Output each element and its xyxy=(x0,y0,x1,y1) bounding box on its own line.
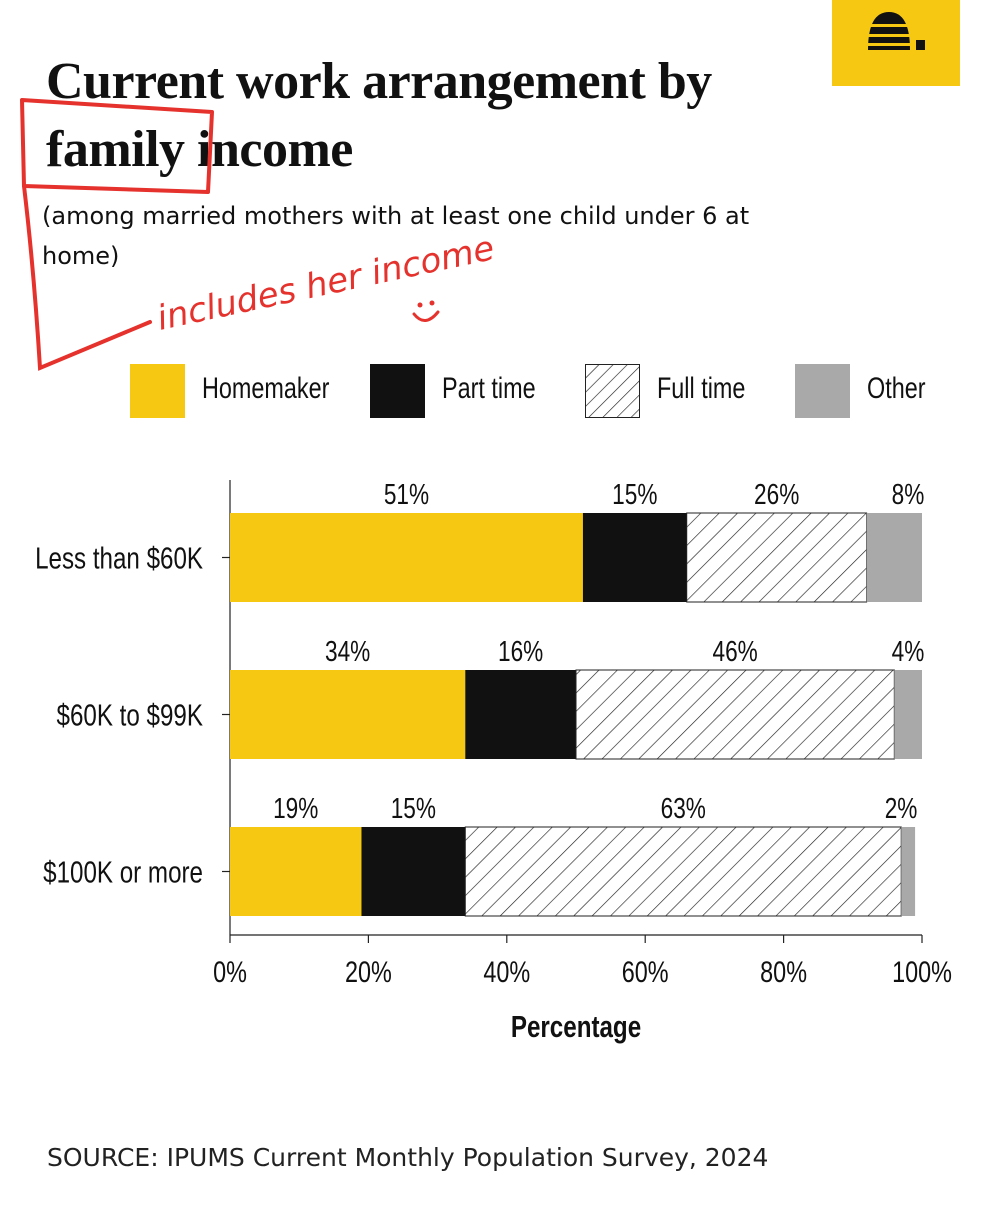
category-label-100k-or-more: $100K or more xyxy=(43,855,203,890)
bar-other xyxy=(901,827,916,916)
x-tick-label: 60% xyxy=(622,955,669,988)
category-label-less-than-60k: Less than $60K xyxy=(35,541,203,576)
legend: Homemaker Part time Full time Other xyxy=(130,362,950,422)
category-label-60k-to-99k: $60K to $99K xyxy=(57,698,204,733)
legend-label-other: Other xyxy=(867,372,926,405)
bar-homemaker xyxy=(230,827,362,916)
data-label: 19% xyxy=(273,791,318,824)
legend-label-part-time: Part time xyxy=(442,372,536,405)
data-label: 15% xyxy=(612,477,657,510)
data-label: 15% xyxy=(391,791,436,824)
legend-swatch-part-time xyxy=(370,364,425,418)
data-label: 16% xyxy=(498,634,543,667)
beehive-icon xyxy=(868,12,925,50)
source-note: SOURCE: IPUMS Current Monthly Population… xyxy=(47,1143,769,1172)
x-tick-label: 80% xyxy=(760,955,807,988)
bar-full-time xyxy=(686,512,868,603)
data-label: 46% xyxy=(713,634,758,667)
bar-full-time xyxy=(464,826,902,917)
bar-homemaker xyxy=(230,513,583,602)
data-label: 2% xyxy=(885,791,918,824)
data-label: 34% xyxy=(325,634,370,667)
bar-part-time xyxy=(582,513,687,602)
bar-other xyxy=(894,670,922,759)
data-label: 26% xyxy=(754,477,799,510)
data-label: 8% xyxy=(892,477,925,510)
x-tick-label: 0% xyxy=(213,955,247,988)
legend-label-full-time: Full time xyxy=(657,372,746,405)
x-tick-label: 100% xyxy=(892,955,952,988)
x-tick-label: 20% xyxy=(345,955,392,988)
bar-other xyxy=(866,513,922,602)
data-label: 4% xyxy=(892,634,925,667)
bar-full-time xyxy=(575,669,895,760)
legend-swatch-homemaker xyxy=(130,364,185,418)
bar-part-time xyxy=(361,827,466,916)
logo xyxy=(832,0,960,86)
x-axis-label: Percentage xyxy=(511,1009,641,1044)
data-label: 51% xyxy=(384,477,429,510)
legend-swatch-other xyxy=(795,364,850,418)
legend-swatch-full-time xyxy=(585,364,640,418)
legend-label-homemaker: Homemaker xyxy=(202,372,330,405)
bar-homemaker xyxy=(230,670,466,759)
x-tick-label: 40% xyxy=(483,955,530,988)
bar-part-time xyxy=(465,670,576,759)
stacked-bar-chart: 0% 20% 40% 60% 80% 100% Percentage Less than $6… xyxy=(35,477,952,1044)
data-label: 63% xyxy=(661,791,706,824)
